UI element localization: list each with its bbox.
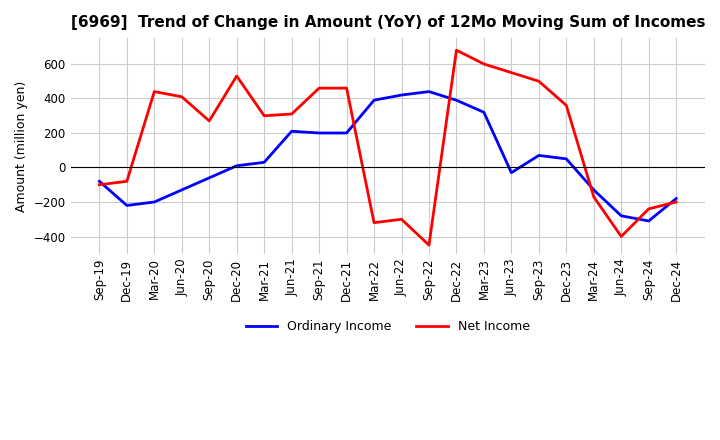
Net Income [233, 73, 241, 79]
Line: Ordinary Income: Ordinary Income [99, 92, 676, 221]
Net Income [122, 179, 131, 184]
Ordinary Income [507, 170, 516, 175]
Ordinary Income [425, 89, 433, 94]
Ordinary Income [342, 130, 351, 136]
Net Income [562, 103, 571, 108]
Net Income [260, 113, 269, 118]
Legend: Ordinary Income, Net Income: Ordinary Income, Net Income [240, 315, 535, 338]
Ordinary Income [150, 199, 158, 205]
Ordinary Income [177, 187, 186, 193]
Net Income [480, 61, 488, 66]
Ordinary Income [205, 175, 214, 180]
Net Income [452, 48, 461, 53]
Net Income [315, 85, 323, 91]
Net Income [95, 182, 104, 187]
Ordinary Income [95, 179, 104, 184]
Ordinary Income [644, 218, 653, 224]
Net Income [617, 234, 626, 239]
Net Income [672, 199, 680, 205]
Ordinary Income [397, 92, 406, 98]
Y-axis label: Amount (million yen): Amount (million yen) [15, 81, 28, 212]
Title: [6969]  Trend of Change in Amount (YoY) of 12Mo Moving Sum of Incomes: [6969] Trend of Change in Amount (YoY) o… [71, 15, 705, 30]
Net Income [534, 79, 543, 84]
Ordinary Income [452, 98, 461, 103]
Net Income [590, 194, 598, 199]
Net Income [287, 111, 296, 117]
Net Income [397, 216, 406, 222]
Ordinary Income [260, 160, 269, 165]
Net Income [177, 94, 186, 99]
Net Income [205, 118, 214, 124]
Ordinary Income [590, 187, 598, 193]
Ordinary Income [617, 213, 626, 218]
Net Income [644, 206, 653, 212]
Ordinary Income [122, 203, 131, 208]
Ordinary Income [562, 156, 571, 161]
Net Income [342, 85, 351, 91]
Ordinary Income [287, 128, 296, 134]
Net Income [150, 89, 158, 94]
Net Income [507, 70, 516, 75]
Ordinary Income [534, 153, 543, 158]
Net Income [425, 242, 433, 248]
Ordinary Income [480, 110, 488, 115]
Net Income [369, 220, 378, 225]
Ordinary Income [233, 163, 241, 169]
Ordinary Income [672, 196, 680, 201]
Ordinary Income [369, 98, 378, 103]
Ordinary Income [315, 130, 323, 136]
Line: Net Income: Net Income [99, 50, 676, 245]
